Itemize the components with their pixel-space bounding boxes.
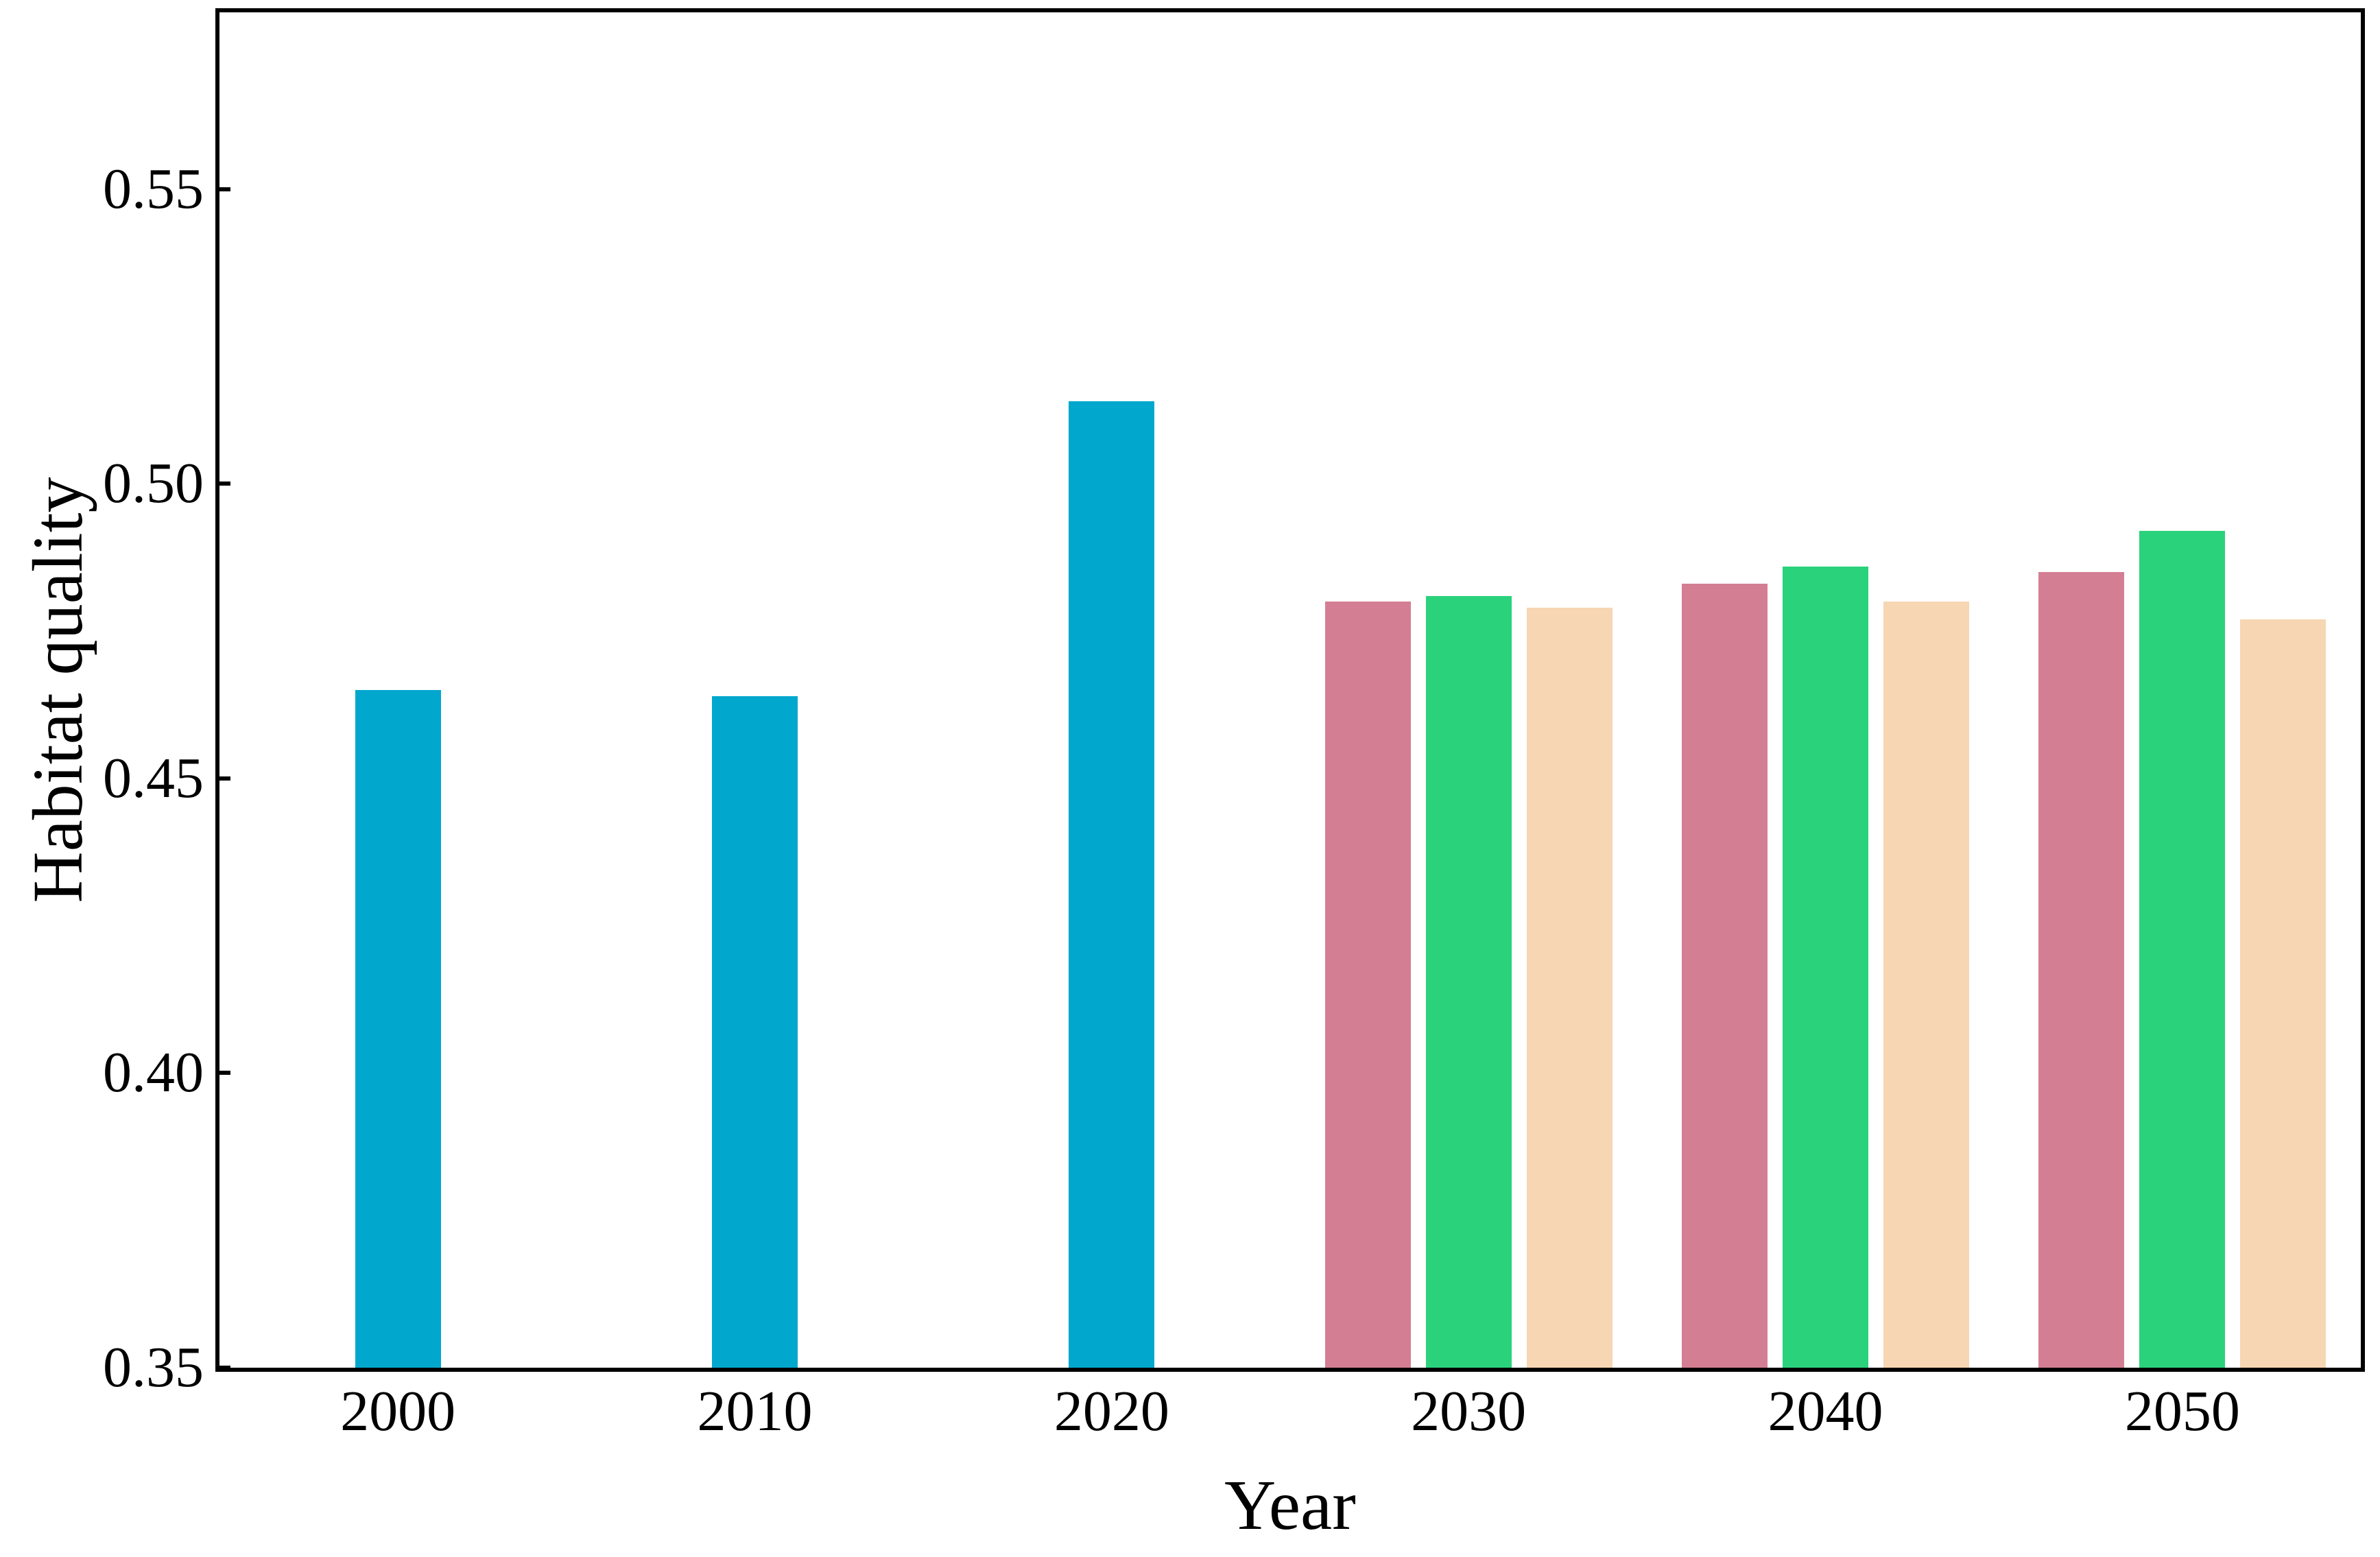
y-tick-0.55 [219,187,230,191]
y-tick-label-0.55: 0.55 [103,156,204,221]
y-tick-0.40 [219,1071,230,1075]
x-tick-label-2030: 2030 [1411,1379,1527,1443]
bar-2040-scenario-green [1783,566,1868,1368]
plot-frame [215,8,2365,1372]
bar-2020-observed-blue [1069,401,1155,1368]
x-axis-title: Year [1224,1466,1356,1545]
y-tick-0.35 [219,1366,230,1370]
x-tick-label-2010: 2010 [697,1379,813,1443]
y-tick-0.45 [219,776,230,781]
bar-2040-scenario-tan [1883,602,1969,1368]
bar-2050-scenario-green [2139,531,2226,1368]
bar-2030-scenario-green [1425,595,1512,1368]
y-tick-label-0.50: 0.50 [103,451,204,516]
bar-2030-scenario-tan [1526,607,1613,1368]
y-tick-0.50 [219,482,230,486]
y-tick-label-0.45: 0.45 [103,746,204,810]
x-tick-label-2020: 2020 [1054,1379,1169,1443]
y-tick-label-0.35: 0.35 [103,1335,204,1399]
bar-2050-scenario-tan [2240,619,2327,1368]
bar-2000-observed-blue [355,690,441,1368]
bar-2010-observed-blue [712,696,798,1368]
x-tick-label-2040: 2040 [1768,1379,1883,1443]
y-tick-label-0.40: 0.40 [103,1041,204,1105]
bar-2030-scenario-pink [1324,602,1411,1368]
x-tick-label-2000: 2000 [340,1379,456,1443]
bar-2040-scenario-pink [1682,584,1768,1368]
bar-2050-scenario-pink [2038,572,2125,1368]
x-tick-label-2050: 2050 [2124,1379,2240,1443]
